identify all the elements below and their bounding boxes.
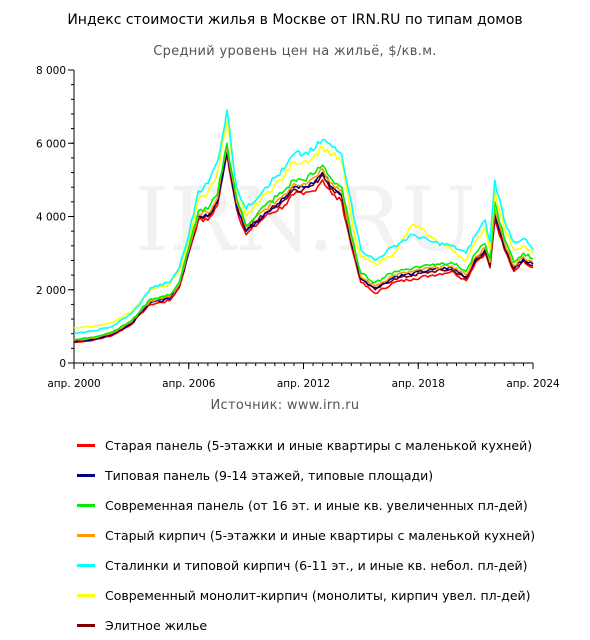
- legend-swatch: [77, 623, 95, 627]
- x-tick-label: апр. 2024: [506, 378, 560, 390]
- series-layer: [73, 109, 534, 344]
- x-tick-label: апр. 2018: [392, 378, 445, 390]
- legend-label: Сталинки и типовой кирпич (6-11 эт., и и…: [105, 557, 528, 573]
- chart-subtitle: Средний уровень цен на жильё, $/кв.м.: [153, 44, 437, 59]
- legend: Старая панель (5-этажки и иные квартиры …: [77, 430, 535, 640]
- chart-axes: [68, 69, 534, 369]
- series-line: [73, 109, 534, 335]
- legend-swatch: [77, 443, 95, 447]
- x-tick-label: апр. 2012: [277, 378, 330, 390]
- legend-item: Современная панель (от 16 эт. и иные кв.…: [77, 490, 535, 520]
- tick-labels: 0 2 000 4 000 6 000 8 000 апр. 2000 апр. 2006 а…: [36, 65, 560, 390]
- y-tick-label: 4 000: [36, 212, 66, 224]
- legend-item: Элитное жилье: [77, 610, 535, 640]
- legend-swatch: [77, 533, 95, 537]
- x-tick-label: апр. 2000: [47, 378, 100, 390]
- legend-item: Сталинки и типовой кирпич (6-11 эт., и и…: [77, 550, 535, 580]
- legend-item: Типовая панель (9-14 этажей, типовые пло…: [77, 460, 535, 490]
- series-line: [73, 146, 534, 342]
- legend-item: Старый кирпич (5-этажки и иные квартиры …: [77, 520, 535, 550]
- series-line: [74, 142, 534, 341]
- source-caption: Источник: www.irn.ru: [210, 398, 360, 413]
- legend-swatch: [77, 503, 95, 507]
- legend-label: Современная панель (от 16 эт. и иные кв.…: [105, 497, 528, 513]
- y-tick-label: 8 000: [36, 65, 66, 77]
- legend-label: Типовая панель (9-14 этажей, типовые пло…: [105, 467, 434, 483]
- legend-label: Современный монолит-кирпич (монолиты, ки…: [105, 587, 531, 603]
- chart-title: Индекс стоимости жилья в Москве от IRN.R…: [67, 12, 523, 28]
- series-line: [73, 153, 534, 344]
- x-tick-label: апр. 2006: [162, 378, 216, 390]
- series-line: [74, 120, 534, 329]
- legend-item: Современный монолит-кирпич (монолиты, ки…: [77, 580, 535, 610]
- legend-swatch: [77, 473, 95, 477]
- legend-item: Старая панель (5-этажки и иные квартиры …: [77, 430, 535, 460]
- y-tick-label: 6 000: [36, 138, 66, 150]
- y-tick-label: 2 000: [36, 285, 66, 297]
- series-line: [73, 149, 534, 343]
- legend-swatch: [77, 593, 95, 597]
- legend-swatch: [77, 563, 95, 567]
- legend-label: Старая панель (5-этажки и иные квартиры …: [105, 437, 533, 453]
- y-tick-label: 0: [59, 358, 66, 370]
- legend-label: Старый кирпич (5-этажки и иные квартиры …: [105, 527, 536, 543]
- legend-label: Элитное жилье: [105, 617, 208, 633]
